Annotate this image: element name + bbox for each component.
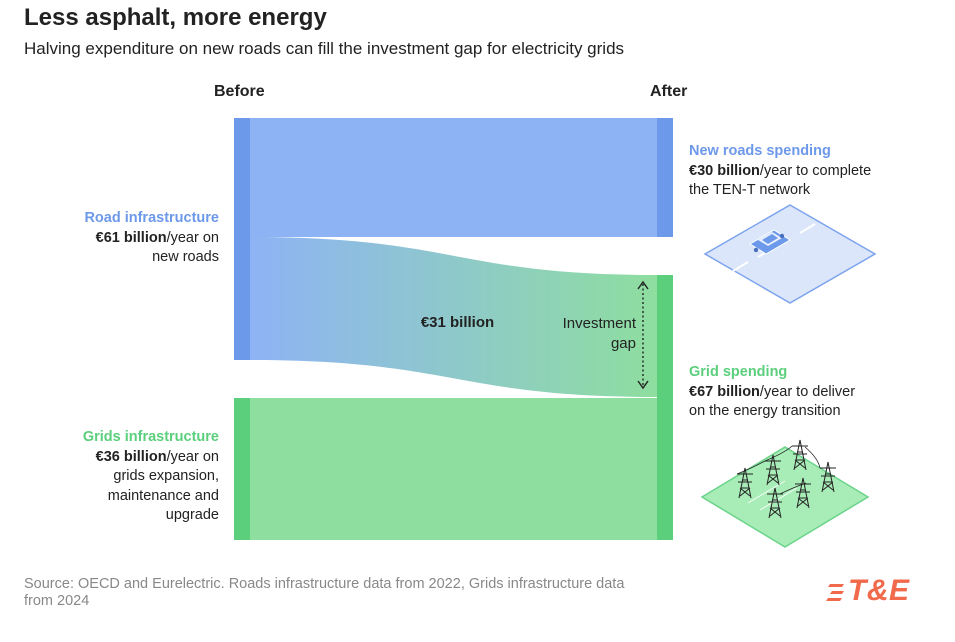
- before-column-header: Before: [214, 83, 265, 100]
- car-road-tile-icon: [703, 204, 877, 304]
- grids-infrastructure-desc-3: maintenance and: [107, 487, 219, 504]
- after-column-header: After: [650, 83, 688, 100]
- flow-roads-to-roads: [250, 118, 657, 237]
- road-infrastructure-desc-2: new roads: [152, 249, 219, 265]
- source-note: Source: OECD and Eurelectric. Roads infr…: [24, 576, 724, 610]
- logo-text: T&E: [848, 574, 910, 607]
- grid-spending-desc-2: on the energy transition: [689, 403, 841, 419]
- road-infrastructure-desc-1: /year on: [166, 229, 219, 246]
- grids-infrastructure-name: Grids infrastructure: [82, 429, 219, 445]
- flow-roads-to-grid: [250, 237, 657, 397]
- road-infrastructure-label: Road infrastructure €61 billion/year on …: [40, 209, 219, 268]
- logo-bars-icon: [826, 584, 844, 601]
- grid-spending-label: Grid spending €67 billion/year to delive…: [689, 363, 919, 422]
- new-roads-spending-desc-1: /year to complete: [759, 162, 872, 179]
- investment-gap-line-1: Investment: [562, 315, 636, 332]
- new-roads-spending-name: New roads spending: [689, 143, 831, 159]
- transfer-flow-label: €31 billion: [420, 314, 495, 331]
- node-grids-infrastructure: [234, 398, 250, 540]
- investment-gap-arrow: [637, 280, 649, 390]
- power-pylons-tile-icon: [700, 439, 870, 548]
- grid-spending-desc-1: /year to deliver: [759, 383, 856, 400]
- grids-infrastructure-desc-2: grids expansion,: [113, 468, 219, 484]
- road-infrastructure-value: €61 billion: [95, 229, 167, 246]
- grids-infrastructure-desc-1: /year on: [166, 448, 219, 465]
- grids-infrastructure-desc-4: upgrade: [165, 507, 219, 523]
- node-grid-spending: [657, 275, 673, 540]
- road-infrastructure-name: Road infrastructure: [84, 210, 219, 226]
- new-roads-spending-value: €30 billion: [689, 162, 760, 179]
- grid-spending-value: €67 billion: [689, 383, 760, 400]
- node-road-infrastructure: [234, 118, 250, 360]
- grid-spending-name: Grid spending: [689, 364, 788, 380]
- source-note-line-1: Source: OECD and Eurelectric. Roads infr…: [24, 576, 625, 592]
- source-note-line-2: from 2024: [24, 593, 90, 609]
- te-logo: T&E: [826, 574, 910, 608]
- investment-gap-label: Investment gap: [540, 314, 636, 354]
- grids-infrastructure-label: Grids infrastructure €36 billion/year on…: [40, 428, 219, 526]
- node-new-roads-spending: [657, 118, 673, 237]
- investment-gap-line-2: gap: [610, 335, 636, 352]
- grids-infrastructure-value: €36 billion: [95, 448, 167, 465]
- chart-title: Less asphalt, more energy: [24, 4, 327, 31]
- new-roads-spending-desc-2: the TEN-T network: [689, 182, 811, 198]
- new-roads-spending-label: New roads spending €30 billion/year to c…: [689, 142, 919, 201]
- flow-grid-to-grid: [250, 398, 657, 540]
- chart-subtitle: Halving expenditure on new roads can fil…: [24, 39, 625, 58]
